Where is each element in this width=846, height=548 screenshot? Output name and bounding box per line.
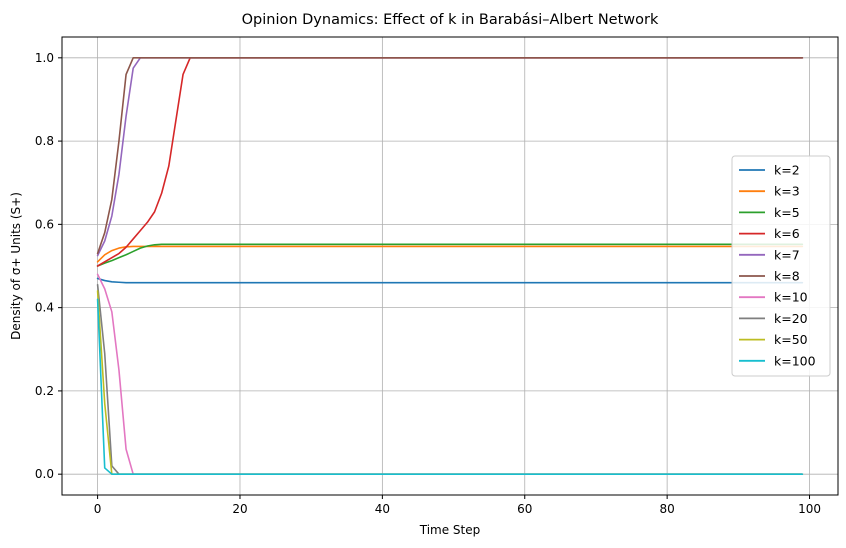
- legend-label-k-20: k=20: [774, 311, 808, 326]
- legend-label-k-2: k=2: [774, 163, 800, 178]
- x-axis-label: Time Step: [419, 523, 481, 537]
- x-tick-label: 80: [659, 502, 674, 516]
- x-tick-label: 60: [517, 502, 532, 516]
- y-tick-label: 1.0: [35, 51, 54, 65]
- y-axis-label: Density of σ+ Units (S+): [9, 192, 23, 340]
- axis-ticks: 0 20 40 60 80 100 0.0 0.2 0.4 0.6 0.8 1.0: [35, 51, 821, 516]
- y-tick-label: 0.6: [35, 217, 54, 231]
- legend-label-k-100: k=100: [774, 353, 816, 368]
- chart-title: Opinion Dynamics: Effect of k in Barabás…: [242, 12, 659, 28]
- plot-frame: [61, 36, 839, 496]
- legend-box: [731, 155, 831, 377]
- legend-label-k-7: k=7: [774, 247, 800, 262]
- y-tick-label: 0.2: [35, 384, 54, 398]
- legend-label-k-5: k=5: [774, 205, 800, 220]
- legend-label-k-10: k=10: [774, 290, 808, 305]
- series-line-k-3: [96, 245, 804, 263]
- legend-label-k-8: k=8: [774, 269, 800, 284]
- series-lines: [96, 57, 804, 475]
- x-tick-label: 100: [798, 502, 821, 516]
- legend: k=2 k=3 k=5 k=6 k=7 k=8 k=10 k=20 k=50 k=100: [731, 155, 831, 377]
- y-tick-label: 0.8: [35, 134, 54, 148]
- y-tick-label: 0.0: [35, 467, 54, 481]
- x-tick-label: 40: [375, 502, 390, 516]
- series-line-k-5: [96, 243, 804, 267]
- y-tick-label: 0.4: [35, 301, 54, 315]
- series-line-k-8: [96, 57, 804, 255]
- x-tick-label: 20: [232, 502, 247, 516]
- legend-label-k-50: k=50: [774, 332, 808, 347]
- legend-label-k-3: k=3: [774, 184, 800, 199]
- series-line-k-2: [96, 277, 804, 284]
- series-line-k-7: [96, 57, 804, 257]
- series-line-k-100: [96, 298, 804, 475]
- x-tick-label: 0: [94, 502, 102, 516]
- series-line-k-6: [96, 57, 804, 267]
- legend-label-k-6: k=6: [774, 226, 800, 241]
